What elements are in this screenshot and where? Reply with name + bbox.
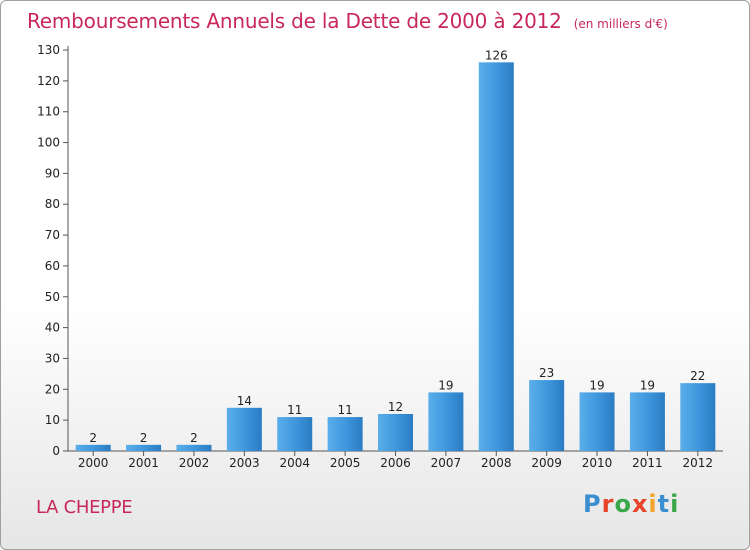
- chart-unit-note: (en milliers d'€): [573, 17, 668, 31]
- x-tick-label: 2003: [229, 456, 260, 470]
- x-tick-label: 2008: [481, 456, 512, 470]
- x-tick-label: 2010: [582, 456, 613, 470]
- logo-letter: t: [657, 490, 671, 518]
- x-tick-label: 2009: [531, 456, 562, 470]
- logo-letter: i: [648, 490, 658, 518]
- x-tick-label: 2004: [279, 456, 310, 470]
- data-label: 19: [640, 378, 655, 392]
- data-label: 19: [438, 378, 453, 392]
- x-tick-label: 2006: [380, 456, 411, 470]
- y-tick-label: 30: [45, 351, 60, 365]
- y-tick-label: 120: [37, 74, 60, 88]
- x-tick-label: 2005: [330, 456, 361, 470]
- commune-name: LA CHEPPE: [36, 497, 133, 518]
- bar: [629, 392, 665, 451]
- x-tick-label: 2012: [683, 456, 714, 470]
- data-label: 2: [140, 431, 148, 445]
- data-label: 11: [287, 403, 302, 417]
- y-tick-label: 90: [45, 166, 60, 180]
- y-tick-label: 0: [52, 444, 60, 458]
- bar: [277, 417, 313, 451]
- x-tick-label: 2001: [128, 456, 159, 470]
- data-label: 2: [190, 431, 198, 445]
- y-tick-label: 40: [45, 321, 60, 335]
- chart-title-main: Remboursements Annuels de la Dette de 20…: [27, 9, 562, 33]
- bar: [126, 444, 162, 451]
- data-label: 2: [89, 431, 97, 445]
- x-tick-label: 2011: [632, 456, 663, 470]
- bar: [529, 380, 565, 451]
- logo-letter: r: [601, 490, 615, 518]
- bar: [428, 392, 464, 451]
- y-tick-label: 20: [45, 382, 60, 396]
- logo-letter: i: [670, 490, 680, 518]
- x-tick-label: 2007: [431, 456, 462, 470]
- y-tick-label: 60: [45, 259, 60, 273]
- data-label: 11: [337, 403, 352, 417]
- bar: [75, 444, 111, 451]
- bar: [579, 392, 615, 451]
- y-tick-label: 130: [37, 43, 60, 57]
- y-tick-label: 10: [45, 413, 60, 427]
- bar: [226, 407, 262, 451]
- x-tick-label: 2000: [78, 456, 109, 470]
- bar: [478, 62, 514, 451]
- y-tick-label: 100: [37, 136, 60, 150]
- y-tick-label: 70: [45, 228, 60, 242]
- bar: [680, 383, 716, 451]
- logo-letter: P: [583, 490, 602, 518]
- logo-letter: o: [614, 490, 632, 518]
- proxiti-logo: Proxiti: [583, 490, 679, 518]
- y-tick-label: 80: [45, 197, 60, 211]
- data-label: 126: [485, 48, 508, 62]
- bar: [327, 417, 363, 451]
- y-tick-label: 110: [37, 105, 60, 119]
- logo-letter: x: [631, 490, 649, 518]
- bar: [378, 413, 413, 451]
- data-label: 12: [388, 400, 403, 414]
- data-label: 19: [589, 378, 604, 392]
- data-label: 14: [237, 394, 252, 408]
- bar: [176, 444, 212, 451]
- y-tick-label: 50: [45, 290, 60, 304]
- data-label: 22: [690, 369, 705, 383]
- x-tick-label: 2002: [179, 456, 210, 470]
- chart-title: Remboursements Annuels de la Dette de 20…: [27, 9, 668, 33]
- data-label: 23: [539, 366, 554, 380]
